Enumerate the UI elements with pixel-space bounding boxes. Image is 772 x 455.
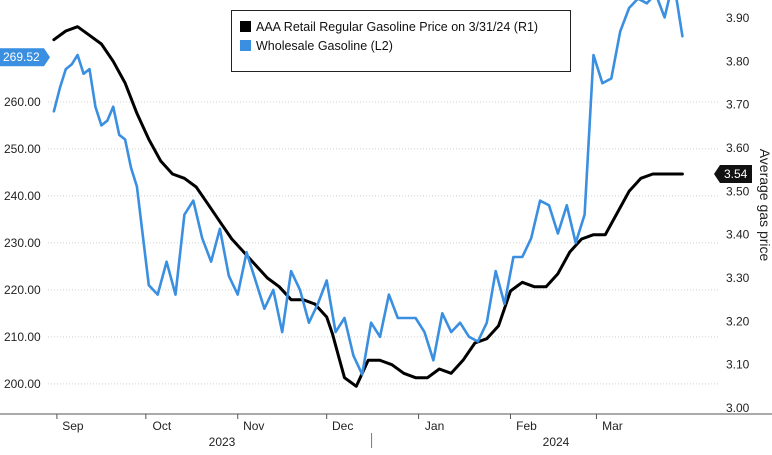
right-tick-label: 3.60 [726, 141, 750, 155]
series-line-wholesale [52, 0, 684, 376]
legend: AAA Retail Regular Gasoline Price on 3/3… [231, 10, 571, 72]
left-last-value-label: 269.52 [3, 50, 40, 64]
right-tick-label: 3.00 [726, 401, 750, 415]
right-last-value-label: 3.54 [724, 167, 748, 181]
x-tick-label: Jan [425, 419, 444, 433]
legend-item-wholesale: Wholesale Gasoline (L2) [240, 36, 562, 55]
legend-item-retail: AAA Retail Regular Gasoline Price on 3/3… [240, 17, 562, 36]
right-tick-label: 3.70 [726, 98, 750, 112]
right-tick-label: 3.40 [726, 228, 750, 242]
right-tick-label: 3.20 [726, 314, 750, 328]
left-tick-label: 220.00 [4, 283, 41, 297]
left-last-value-arrow [44, 48, 50, 67]
left-tick-label: 250.00 [4, 142, 41, 156]
x-tick-label: Mar [602, 419, 623, 433]
x-tick-label: Oct [152, 419, 171, 433]
right-axis-title: Average gas price [757, 149, 772, 262]
right-tick-label: 3.10 [726, 358, 750, 372]
year-label: 2024 [543, 435, 570, 449]
right-tick-label: 3.90 [726, 11, 750, 25]
left-tick-label: 260.00 [4, 95, 41, 109]
x-tick-label: Sep [62, 419, 84, 433]
left-tick-label: 230.00 [4, 236, 41, 250]
left-last-value-tag [0, 48, 44, 67]
legend-swatch-wholesale [240, 40, 251, 51]
right-tick-label: 3.50 [726, 184, 750, 198]
x-tick-label: Feb [516, 419, 537, 433]
right-tick-label: 3.80 [726, 54, 750, 68]
right-tick-label: 3.30 [726, 271, 750, 285]
left-tick-label: 200.00 [4, 377, 41, 391]
legend-swatch-retail [240, 21, 251, 32]
left-tick-label: 210.00 [4, 330, 41, 344]
right-last-value-tag [714, 165, 752, 183]
x-tick-label: Dec [332, 419, 353, 433]
legend-label-retail: AAA Retail Regular Gasoline Price on 3/3… [256, 19, 539, 34]
year-label: 2023 [209, 435, 236, 449]
legend-label-wholesale: Wholesale Gasoline (L2) [256, 38, 393, 53]
x-tick-label: Nov [243, 419, 264, 433]
left-tick-label: 240.00 [4, 189, 41, 203]
